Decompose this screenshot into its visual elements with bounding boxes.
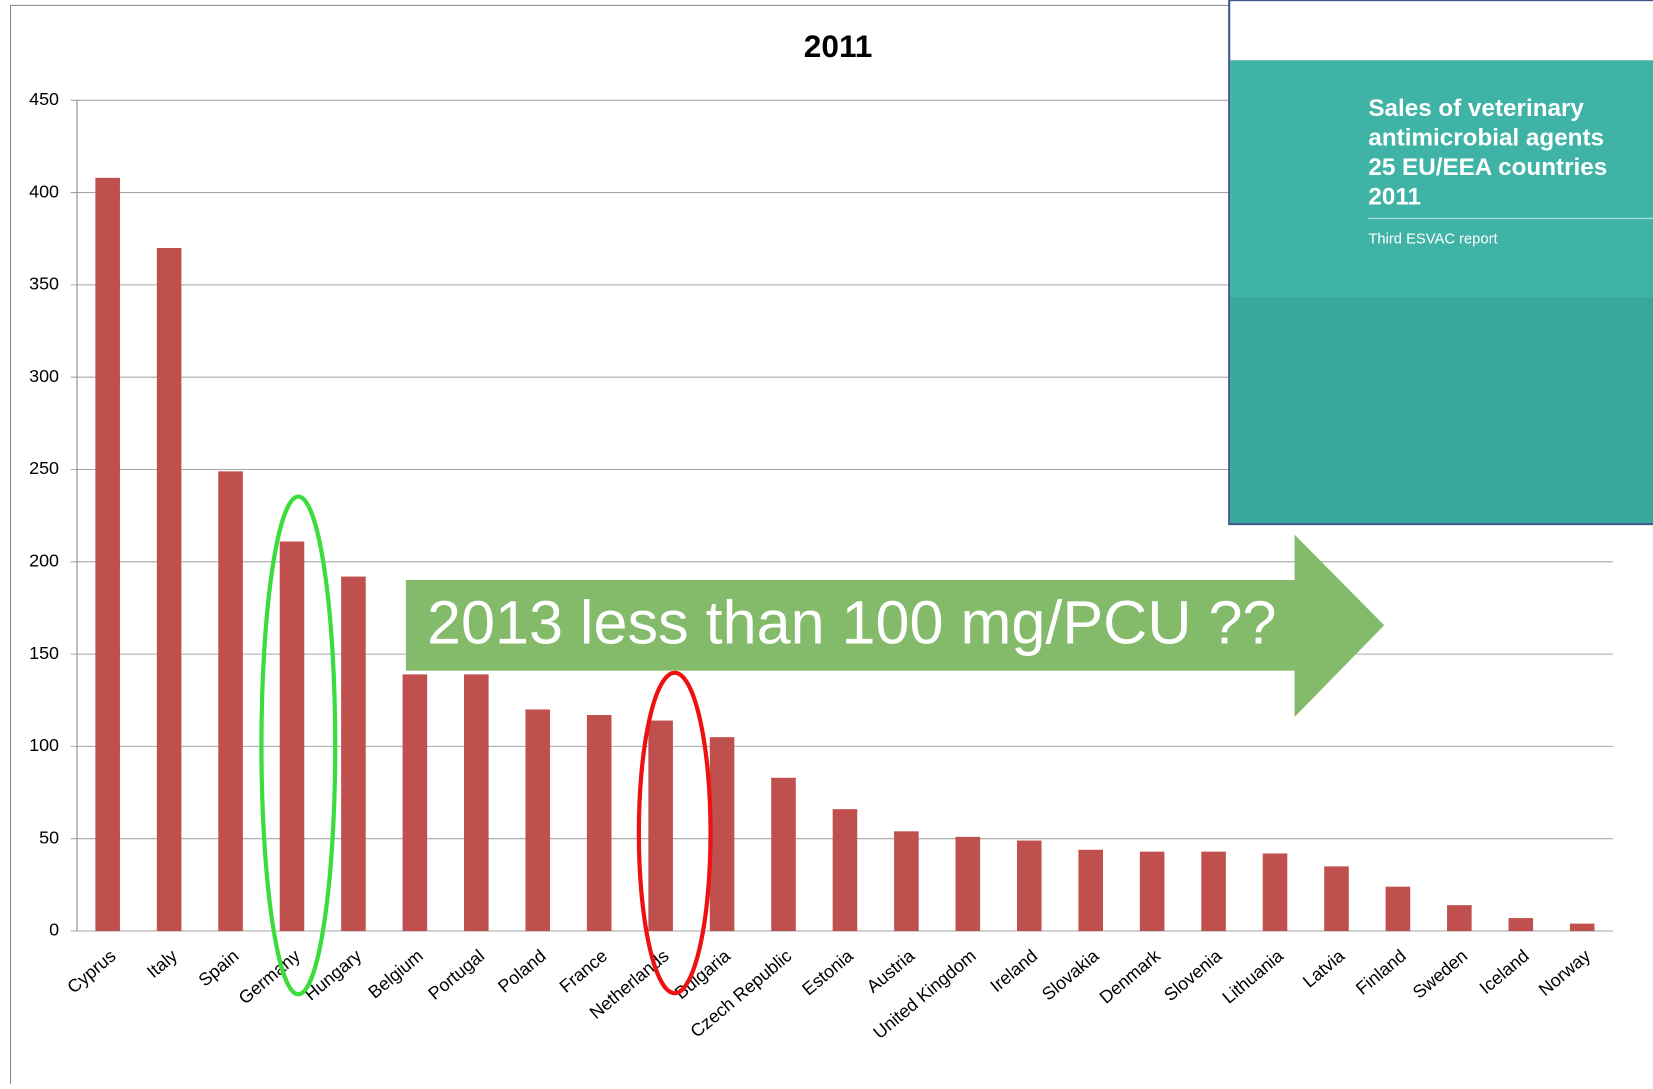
x-tick-label: Slovakia xyxy=(1038,946,1103,1005)
y-tick-label: 100 xyxy=(29,735,59,755)
x-tick-label: Finland xyxy=(1352,946,1410,999)
annotation-arrow xyxy=(405,534,1385,717)
bar xyxy=(279,541,305,932)
bar xyxy=(955,836,981,932)
x-tick-label: Poland xyxy=(494,946,550,997)
cover-title-line: 2011 xyxy=(1368,184,1421,211)
y-tick-label: 250 xyxy=(29,458,59,478)
y-tick-label: 400 xyxy=(29,181,59,201)
bar xyxy=(1385,886,1411,932)
bar xyxy=(95,177,120,932)
bar xyxy=(218,471,243,932)
bar xyxy=(648,720,673,932)
bar xyxy=(464,674,489,932)
bar xyxy=(709,737,735,932)
cover-title-line: antimicrobial agents xyxy=(1368,125,1604,152)
chart-frame xyxy=(10,4,1653,1089)
y-tick-label: 0 xyxy=(49,920,59,940)
chart-title: 2011 xyxy=(804,28,873,64)
x-tick-label: France xyxy=(556,946,612,997)
bar xyxy=(832,809,858,932)
x-tick-label: Lithuania xyxy=(1218,946,1287,1008)
x-tick-label: Cyprus xyxy=(63,946,119,998)
x-tick-label: Belgium xyxy=(364,946,426,1003)
y-tick-label: 350 xyxy=(29,274,59,294)
bar xyxy=(1016,840,1042,932)
x-tick-label: Portugal xyxy=(424,946,488,1004)
bar xyxy=(771,777,796,932)
bar xyxy=(894,831,919,932)
x-tick-label: Spain xyxy=(195,946,243,991)
bar xyxy=(1508,918,1534,932)
y-tick-label: 300 xyxy=(29,366,59,386)
cover-title-line: 25 EU/EEA countries xyxy=(1368,154,1607,181)
highlight-ellipse xyxy=(259,494,338,997)
bar xyxy=(402,674,428,932)
x-tick-label: Austria xyxy=(863,946,919,997)
x-tick-label: Norway xyxy=(1535,946,1594,1000)
y-tick-label: 150 xyxy=(29,643,59,663)
bar xyxy=(1139,851,1165,932)
x-tick-label: Slovenia xyxy=(1160,946,1226,1005)
x-tick-label: Italy xyxy=(143,946,181,982)
cover-title-line: Sales of veterinary xyxy=(1368,95,1584,122)
x-tick-label: Germany xyxy=(235,946,304,1009)
x-tick-label: United Kingdom xyxy=(869,946,979,1043)
bar xyxy=(1078,849,1103,932)
bar xyxy=(525,709,551,932)
x-tick-label: Sweden xyxy=(1409,946,1471,1003)
bar xyxy=(1201,851,1226,932)
y-tick-label: 50 xyxy=(39,827,59,847)
highlight-ellipse xyxy=(636,670,713,996)
x-tick-label: Estonia xyxy=(798,946,857,1000)
x-tick-label: Iceland xyxy=(1476,946,1533,998)
x-tick-label: Latvia xyxy=(1299,946,1348,992)
x-tick-label: Denmark xyxy=(1096,946,1165,1008)
annotation-text: 2013 less than 100 mg/PCU ?? xyxy=(427,589,1276,657)
bar xyxy=(156,247,182,932)
y-tick-label: 450 xyxy=(29,89,59,109)
x-tick-label: Ireland xyxy=(986,946,1041,997)
bar xyxy=(341,576,366,932)
bar xyxy=(1324,866,1349,932)
bar xyxy=(1447,905,1472,932)
bar xyxy=(1569,923,1595,932)
y-tick-label: 200 xyxy=(29,551,59,571)
cover-subtitle: Third ESVAC report xyxy=(1368,231,1497,247)
bar xyxy=(586,715,612,932)
cover-shade xyxy=(1230,297,1653,524)
bar xyxy=(1262,853,1288,932)
